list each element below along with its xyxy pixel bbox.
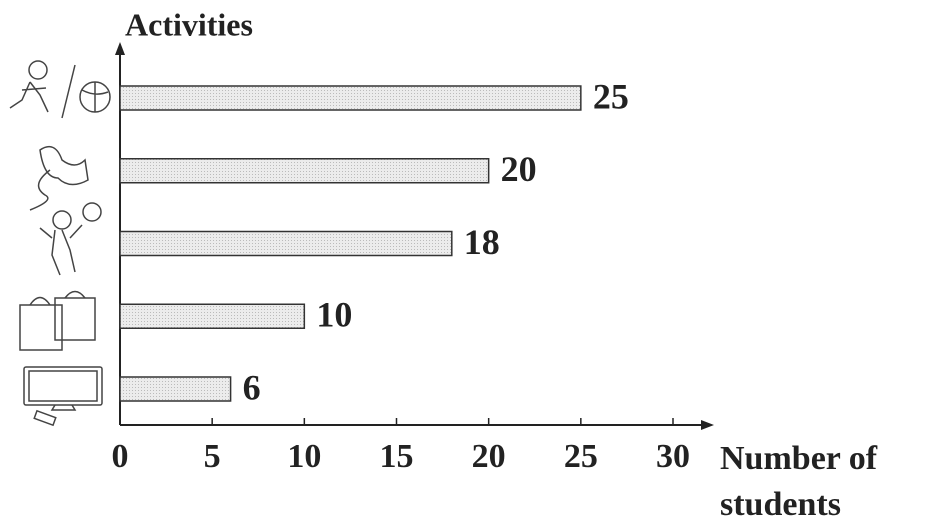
y-axis-arrow <box>115 42 125 55</box>
x-axis-arrow <box>701 420 714 430</box>
icon-tv <box>23 366 103 427</box>
x-tick-label: 5 <box>204 438 221 475</box>
value-label: 25 <box>593 76 629 116</box>
x-tick-label: 0 <box>112 438 129 475</box>
x-tick-label: 20 <box>472 438 506 475</box>
x-tick-label: 10 <box>287 438 321 475</box>
value-label: 18 <box>464 222 500 262</box>
value-label: 6 <box>243 367 261 407</box>
x-tick-label: 15 <box>380 438 414 475</box>
x-tick-label: 25 <box>564 438 598 475</box>
value-label: 20 <box>501 149 537 189</box>
icon-shopping <box>19 290 96 351</box>
bar <box>119 230 453 257</box>
bar <box>119 158 490 184</box>
bar <box>119 303 306 329</box>
bar <box>119 85 582 111</box>
bar <box>119 376 232 402</box>
icon-play <box>39 202 102 276</box>
icon-sports <box>9 60 111 119</box>
y-axis-label: Activities <box>125 6 253 42</box>
value-label: 10 <box>316 295 352 335</box>
icon-dance <box>29 145 89 211</box>
x-axis-label: Number of students <box>720 440 878 523</box>
x-tick-label: 30 <box>656 438 690 475</box>
